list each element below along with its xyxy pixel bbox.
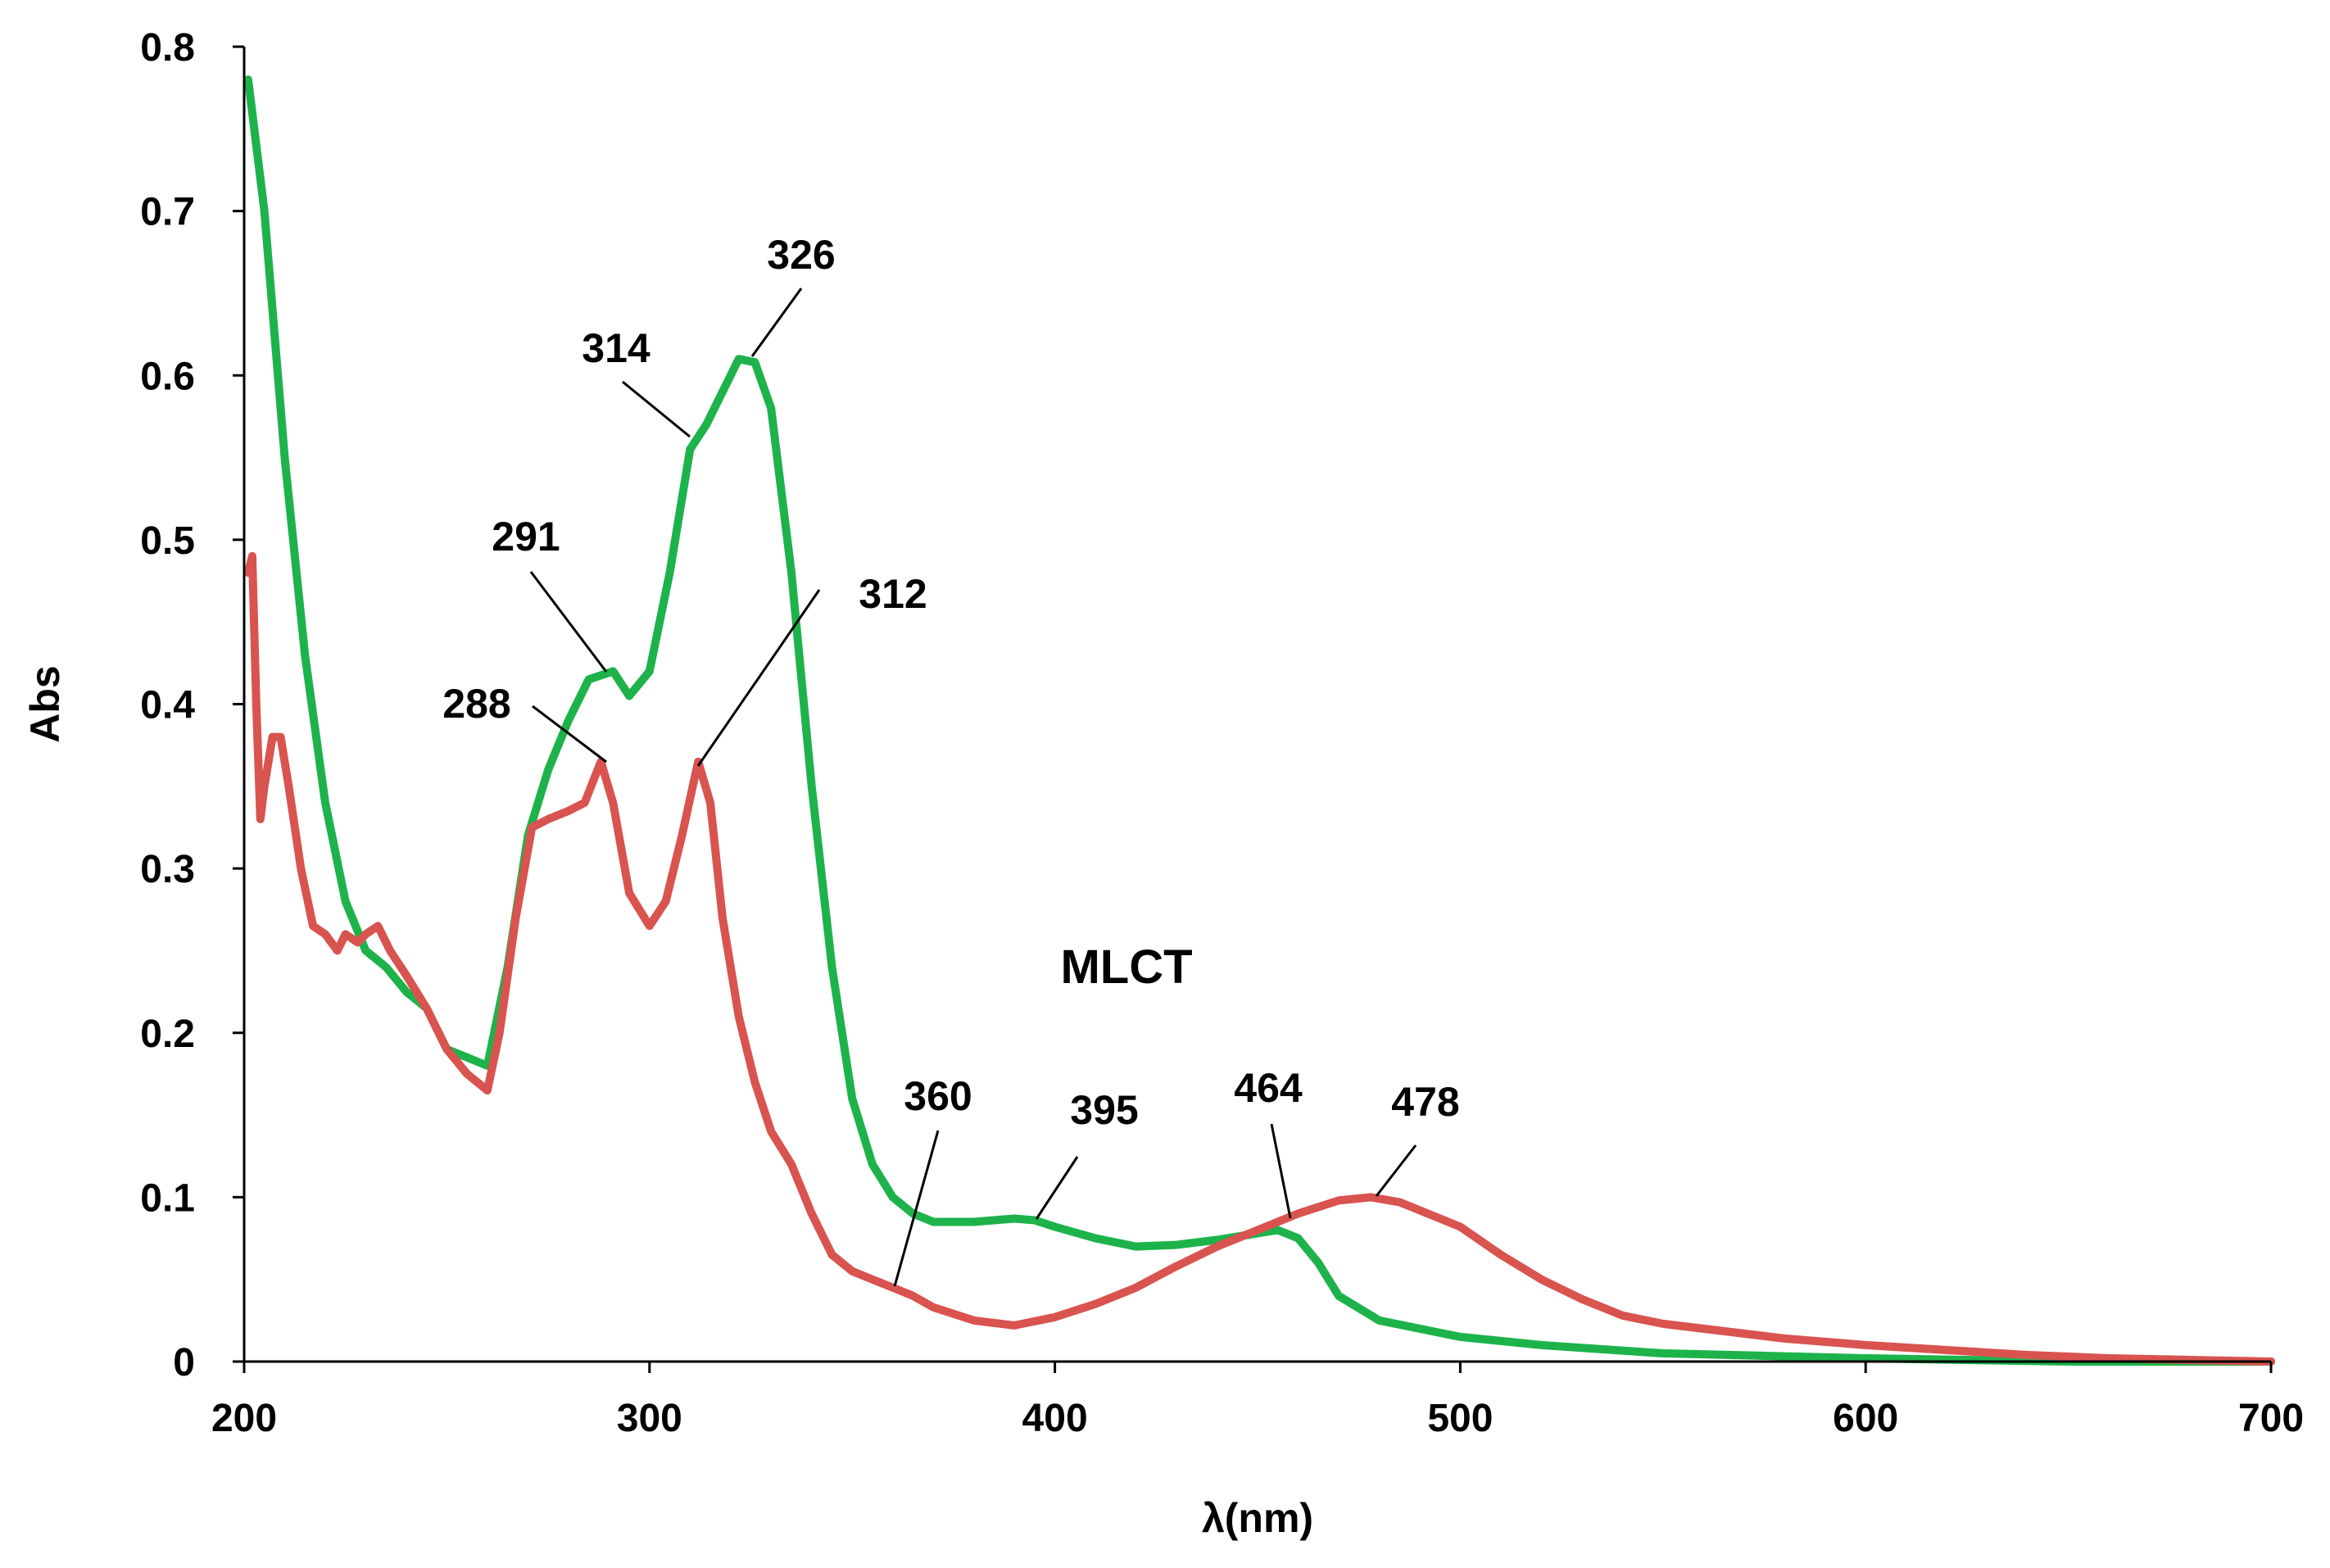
y-tick-label: 0.6 [140, 355, 195, 398]
y-tick-label: 0.8 [140, 26, 195, 70]
mlct-band-label: MLCT [1060, 940, 1192, 994]
peak-annotation-label: 464 [1234, 1065, 1303, 1111]
x-tick-label: 400 [1022, 1397, 1088, 1440]
peak-annotation-label: 291 [492, 514, 560, 560]
annotations: 326 314 291 312 288 360 395 464 478 [442, 232, 1460, 1287]
series-line-2 [243, 551, 2275, 1366]
x-tick-label: 700 [2238, 1397, 2304, 1440]
annotation-leader-line [750, 288, 803, 357]
peak-annotation-label: 288 [442, 681, 510, 727]
annotation-leader-line [622, 380, 691, 438]
annotation-leader-line [1375, 1144, 1417, 1197]
peak-annotation-label: 326 [767, 232, 835, 278]
x-axis-title: λ(nm) [1202, 1495, 1313, 1541]
annotation-leader-line [893, 1130, 940, 1287]
x-tick-label: 300 [617, 1397, 682, 1440]
peak-annotation-label: 312 [859, 571, 927, 617]
annotation-leader-line [532, 705, 607, 764]
peak-annotation-label: 478 [1391, 1079, 1459, 1125]
annotation-leader-line [1035, 1156, 1079, 1220]
annotation-leader-line [696, 589, 821, 767]
peak-annotation-label: 360 [904, 1073, 972, 1119]
annotation-leader-line [529, 571, 608, 673]
y-axis-title: Abs [22, 665, 68, 742]
y-tick-label: 0 [173, 1341, 195, 1384]
y-tick-label: 0.7 [140, 191, 195, 234]
y-tick-label: 0.3 [140, 848, 195, 891]
axes [243, 47, 2271, 1363]
y-tick-label: 0.1 [140, 1176, 195, 1220]
peak-annotation-label: 314 [582, 325, 650, 371]
x-tick-label: 600 [1833, 1397, 1898, 1440]
y-tick-label: 0.4 [140, 684, 195, 727]
x-tick-label: 500 [1427, 1397, 1493, 1440]
series-layer [243, 75, 2275, 1366]
ticks: 0 0.1 0.2 0.3 0.4 0.5 0.6 0.7 0.8 200 300 400 500 600… [140, 26, 2304, 1440]
x-tick-label: 200 [211, 1397, 277, 1440]
y-tick-label: 0.5 [140, 519, 195, 563]
annotation-leader-line [1270, 1123, 1292, 1219]
y-tick-label: 0.2 [140, 1013, 195, 1056]
peak-annotation-label: 395 [1070, 1087, 1138, 1133]
